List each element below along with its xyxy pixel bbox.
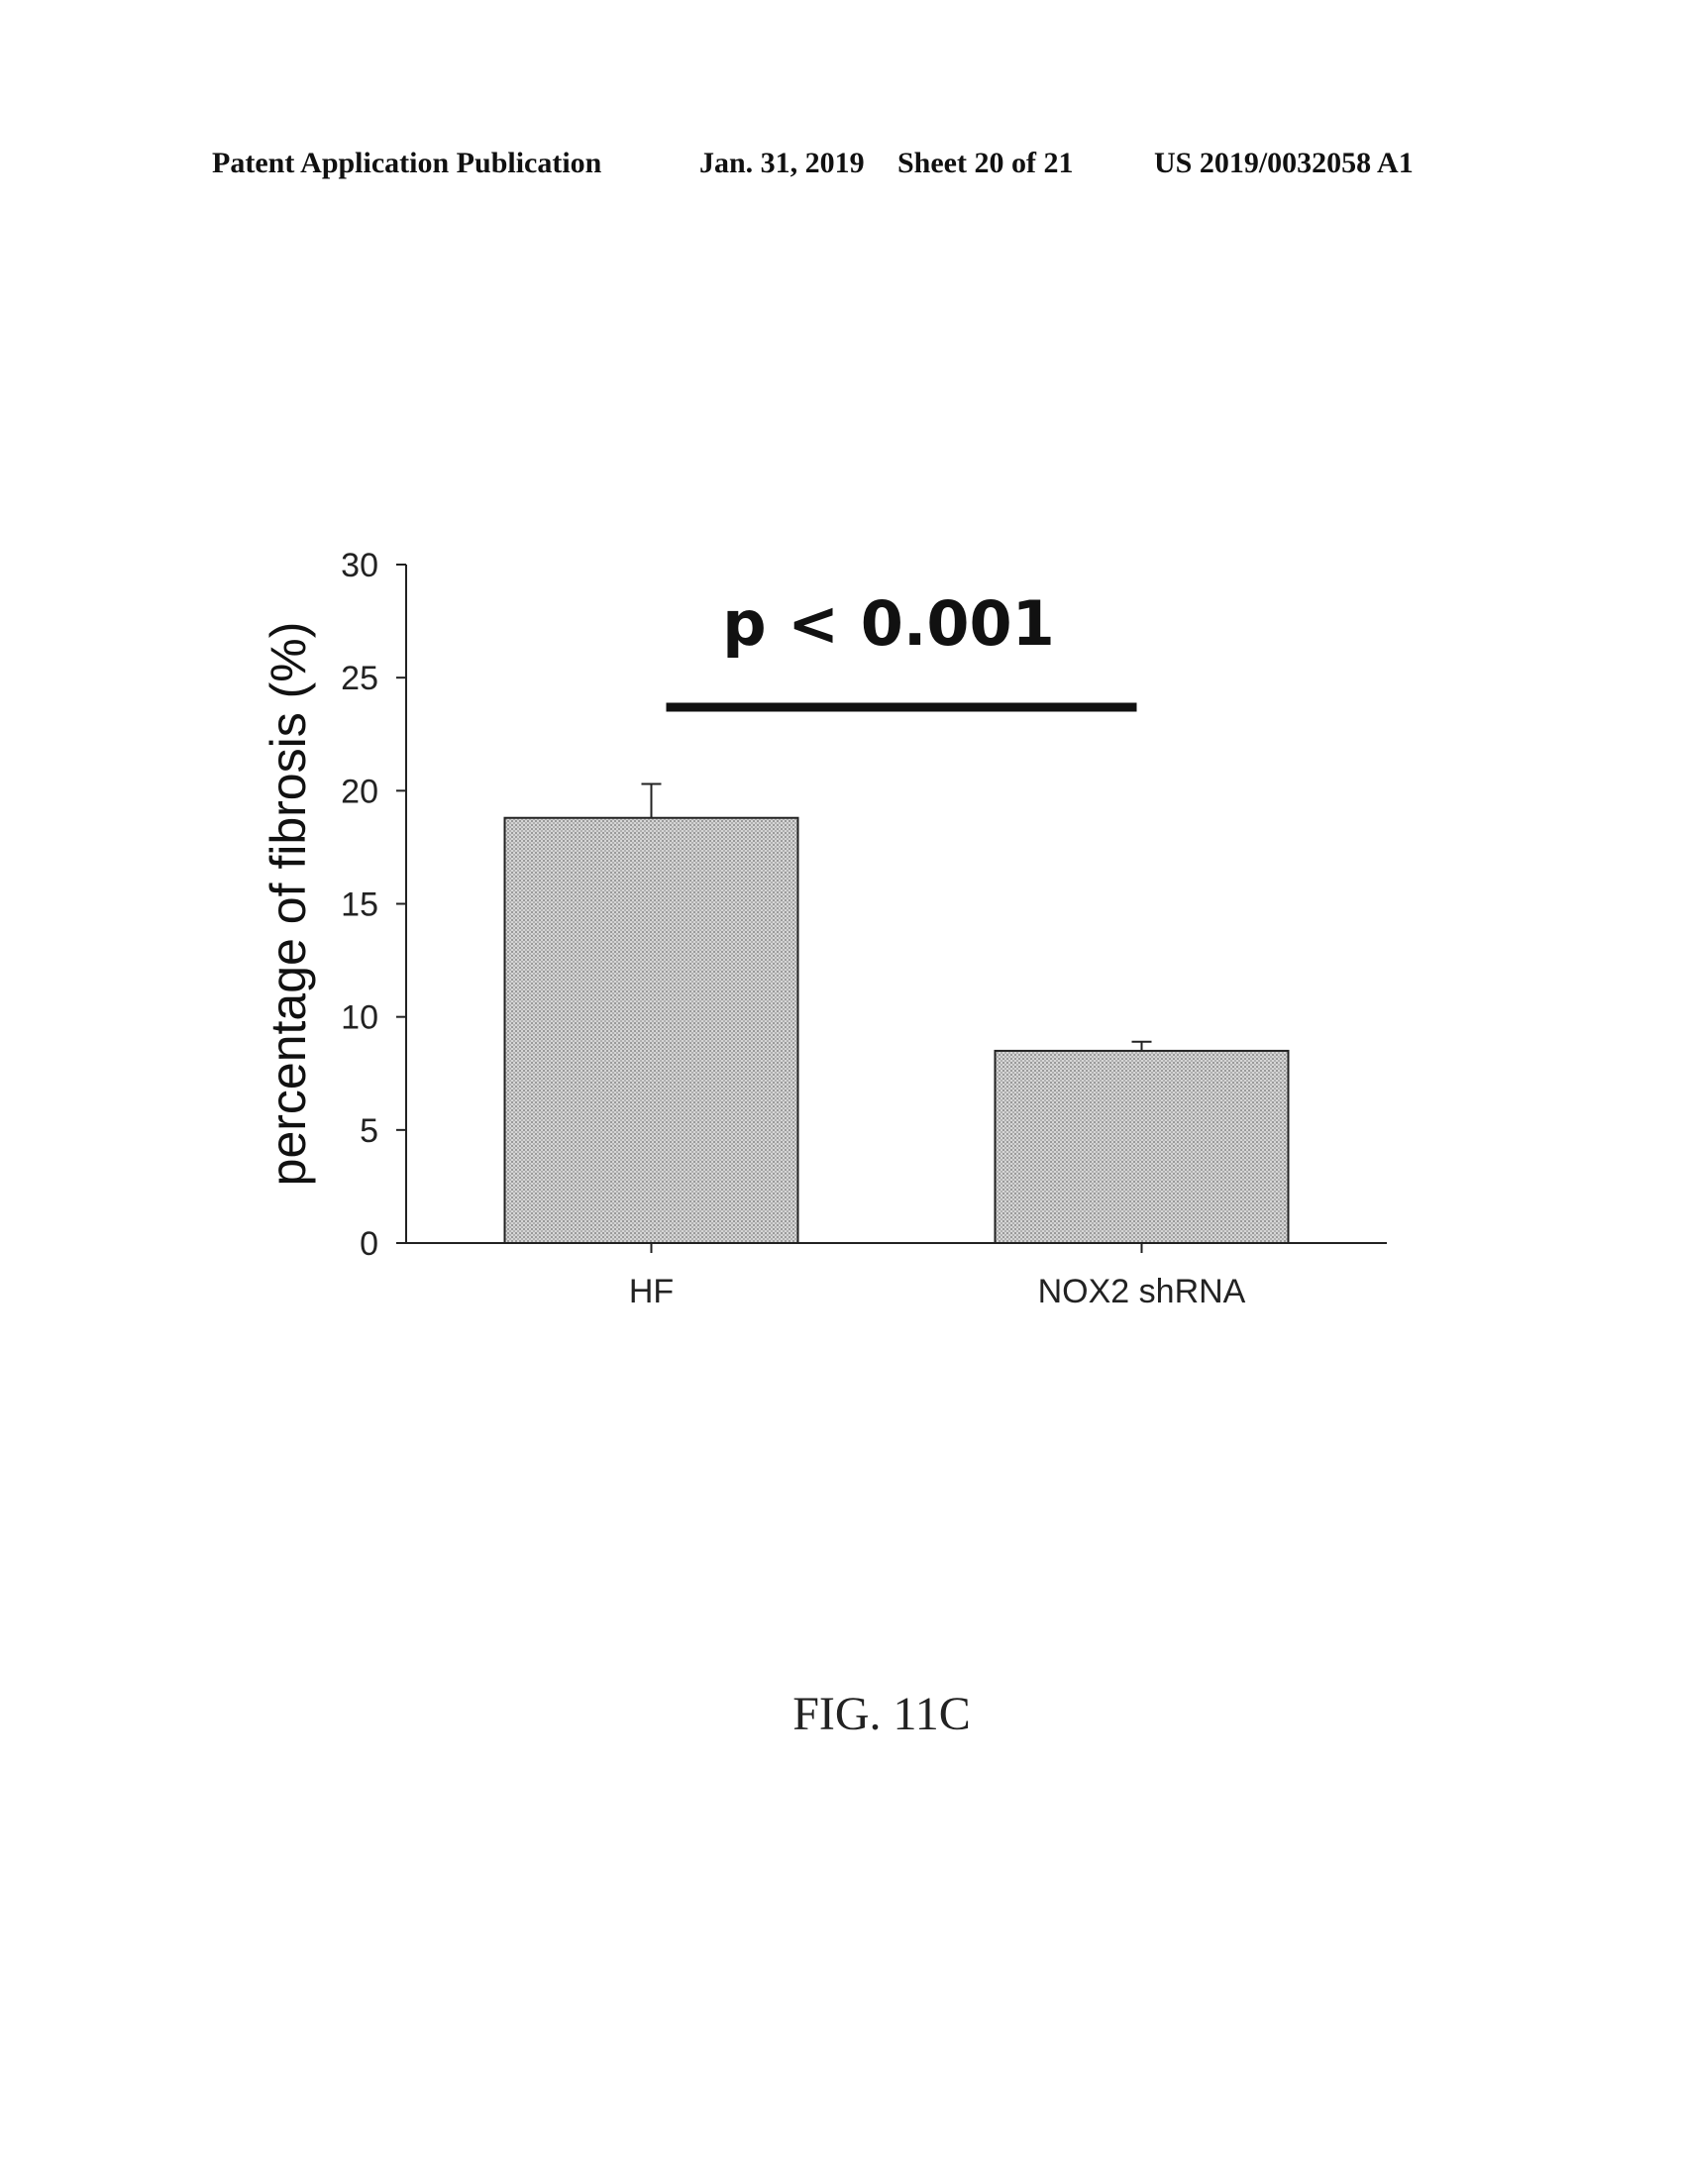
bar-0	[505, 818, 798, 1243]
x-tick-label: HF	[629, 1273, 674, 1310]
bar-1	[996, 1051, 1289, 1243]
y-tick-label: 15	[341, 886, 378, 924]
y-tick-label: 5	[360, 1112, 378, 1150]
y-tick-label: 0	[360, 1225, 378, 1263]
p-value-annotation: p < 0.001	[722, 587, 1055, 660]
y-tick-label: 25	[341, 660, 378, 697]
y-axis-label: percentage of fibrosis (%)	[261, 622, 316, 1187]
figure-caption: FIG. 11C	[0, 1687, 1684, 1741]
y-tick-label: 20	[341, 773, 378, 810]
y-tick-label: 30	[341, 547, 378, 584]
x-tick-label: NOX2 shRNA	[1038, 1273, 1246, 1310]
y-tick-label: 10	[341, 999, 378, 1037]
